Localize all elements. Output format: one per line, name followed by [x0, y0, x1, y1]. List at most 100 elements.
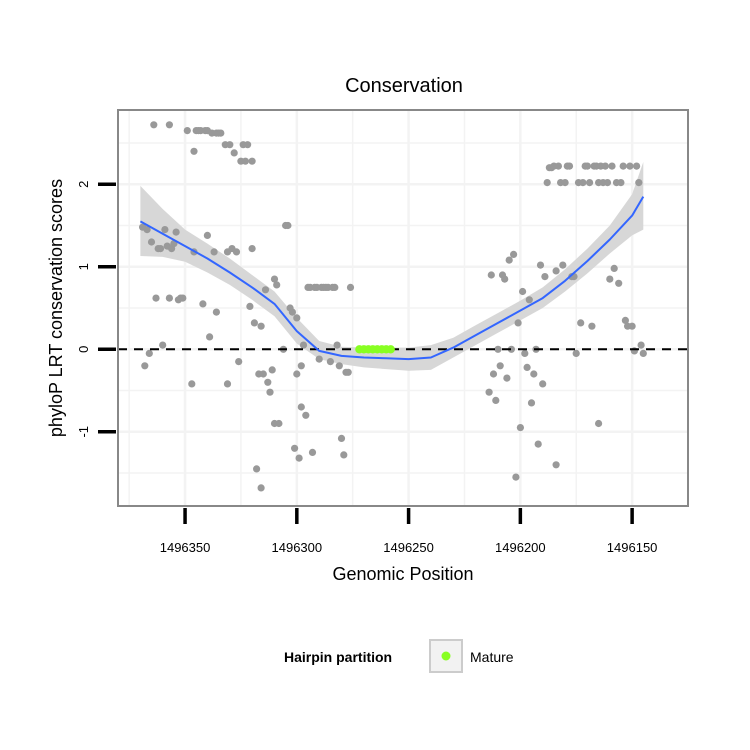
data-point [554, 162, 563, 170]
data-point [147, 238, 156, 246]
data-point [326, 358, 334, 366]
data-point [261, 286, 270, 294]
data-point [337, 434, 346, 442]
data-point [501, 275, 509, 283]
data-point [145, 349, 153, 357]
data-point [223, 380, 232, 388]
data-point [235, 358, 243, 366]
data-point [595, 419, 603, 428]
y-tick-label: 2 [76, 181, 91, 188]
x-tick-label: 1496250 [383, 540, 434, 555]
data-point [156, 245, 165, 253]
data-point [268, 366, 276, 374]
data-point [250, 319, 258, 327]
mature-points [355, 345, 395, 354]
data-point [588, 322, 596, 330]
data-point [541, 273, 549, 281]
data-point [188, 380, 196, 388]
data-point [333, 341, 341, 349]
smooth-trend-line [139, 196, 645, 361]
data-point [259, 370, 267, 378]
data-point [295, 454, 303, 462]
data-point [275, 419, 283, 428]
data-point [273, 281, 281, 289]
data-point [487, 271, 495, 279]
data-point [270, 275, 279, 283]
legend-title: Hairpin partition [284, 649, 392, 665]
grid-lines [118, 110, 688, 506]
legend: Hairpin partition Mature [284, 639, 514, 673]
data-point [344, 368, 352, 376]
data-point [331, 283, 339, 291]
data-point [315, 355, 323, 363]
data-point [610, 264, 618, 272]
data-point [172, 228, 180, 236]
data-point [606, 275, 614, 283]
data-point [615, 279, 623, 287]
y-tick-label: 0 [76, 346, 91, 353]
data-point [509, 250, 518, 258]
plot-panel [117, 109, 689, 507]
data-point [601, 162, 609, 170]
data-point [530, 370, 538, 378]
data-point [264, 378, 272, 386]
data-point [206, 333, 214, 341]
data-point [253, 465, 261, 473]
data-point [244, 141, 252, 149]
data-point [266, 388, 274, 396]
data-point [143, 226, 151, 234]
data-point [603, 179, 612, 187]
data-point [302, 411, 310, 419]
data-point [543, 179, 551, 187]
x-tick-label: 1496150 [607, 540, 658, 555]
x-tick-label: 1496200 [495, 540, 546, 555]
confidence-ribbon-layer [140, 162, 644, 371]
data-point [248, 157, 256, 165]
legend-key-mature-icon [441, 651, 451, 661]
data-point [183, 127, 191, 135]
data-point [226, 141, 234, 149]
data-point [619, 162, 627, 170]
data-point [492, 396, 500, 404]
data-point [617, 179, 625, 187]
data-point [635, 179, 643, 187]
y-tick-label: 1 [76, 263, 91, 270]
data-point [639, 349, 647, 357]
data-point [257, 484, 265, 492]
data-point [230, 149, 238, 157]
data-point [161, 226, 169, 234]
data-point [525, 296, 533, 304]
data-point [141, 362, 149, 370]
data-point [552, 461, 560, 469]
data-point [297, 403, 305, 411]
data-point [552, 267, 560, 275]
y-axis-title: phyloP LRT conservation scores [46, 179, 66, 437]
data-point [257, 322, 265, 330]
x-axis: 1496350 1496300 1496250 1496200 1496150 [160, 508, 658, 555]
data-point [512, 473, 520, 481]
data-point [626, 162, 634, 170]
data-point [536, 261, 545, 269]
data-point [565, 162, 574, 170]
x-tick-label: 1496300 [272, 540, 323, 555]
data-point [527, 399, 536, 407]
data-point [608, 162, 616, 170]
data-point [577, 319, 585, 327]
x-tick-label: 1496350 [160, 540, 211, 555]
data-point [633, 162, 641, 170]
data-point [637, 341, 645, 349]
data-point [579, 179, 587, 187]
confidence-ribbon [140, 162, 644, 371]
data-point [199, 300, 207, 308]
data-point [308, 448, 317, 456]
data-point [340, 451, 348, 459]
data-point [179, 294, 187, 302]
mature-point [386, 345, 395, 354]
smooth-line-layer [139, 196, 645, 361]
data-point [152, 294, 160, 302]
data-point [346, 283, 355, 291]
panel-border [117, 109, 689, 507]
data-point [572, 349, 580, 357]
data-point [165, 294, 173, 302]
data-point [621, 316, 630, 324]
